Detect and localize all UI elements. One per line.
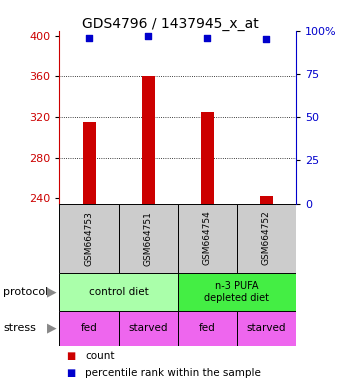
Text: ▶: ▶	[47, 322, 56, 335]
Text: stress: stress	[3, 323, 36, 333]
Text: fed: fed	[199, 323, 216, 333]
Bar	[260, 196, 273, 204]
Bar	[177, 204, 237, 273]
Text: GSM664752: GSM664752	[262, 211, 271, 265]
Bar	[59, 311, 119, 346]
Bar	[119, 311, 177, 346]
Bar	[177, 273, 296, 311]
Text: ■: ■	[66, 351, 75, 361]
Text: ▶: ▶	[47, 285, 56, 298]
Bar	[201, 112, 214, 204]
Point	[204, 35, 210, 41]
Bar	[119, 204, 177, 273]
Text: percentile rank within the sample: percentile rank within the sample	[85, 368, 261, 378]
Text: GSM664754: GSM664754	[203, 211, 212, 265]
Text: fed: fed	[81, 323, 98, 333]
Text: starved: starved	[129, 323, 168, 333]
Bar	[142, 76, 155, 204]
Bar	[237, 204, 296, 273]
Point	[264, 36, 269, 43]
Bar	[59, 273, 177, 311]
Bar	[237, 311, 296, 346]
Text: control diet: control diet	[89, 287, 149, 297]
Text: GDS4796 / 1437945_x_at: GDS4796 / 1437945_x_at	[82, 17, 258, 31]
Bar	[59, 204, 119, 273]
Point	[146, 33, 151, 39]
Text: ■: ■	[66, 368, 75, 378]
Bar	[83, 122, 96, 204]
Text: n-3 PUFA
depleted diet: n-3 PUFA depleted diet	[204, 281, 269, 303]
Text: GSM664751: GSM664751	[143, 211, 153, 265]
Point	[86, 35, 92, 41]
Bar	[177, 311, 237, 346]
Text: GSM664753: GSM664753	[85, 211, 94, 265]
Text: starved: starved	[246, 323, 286, 333]
Text: count: count	[85, 351, 115, 361]
Text: protocol: protocol	[3, 287, 49, 297]
